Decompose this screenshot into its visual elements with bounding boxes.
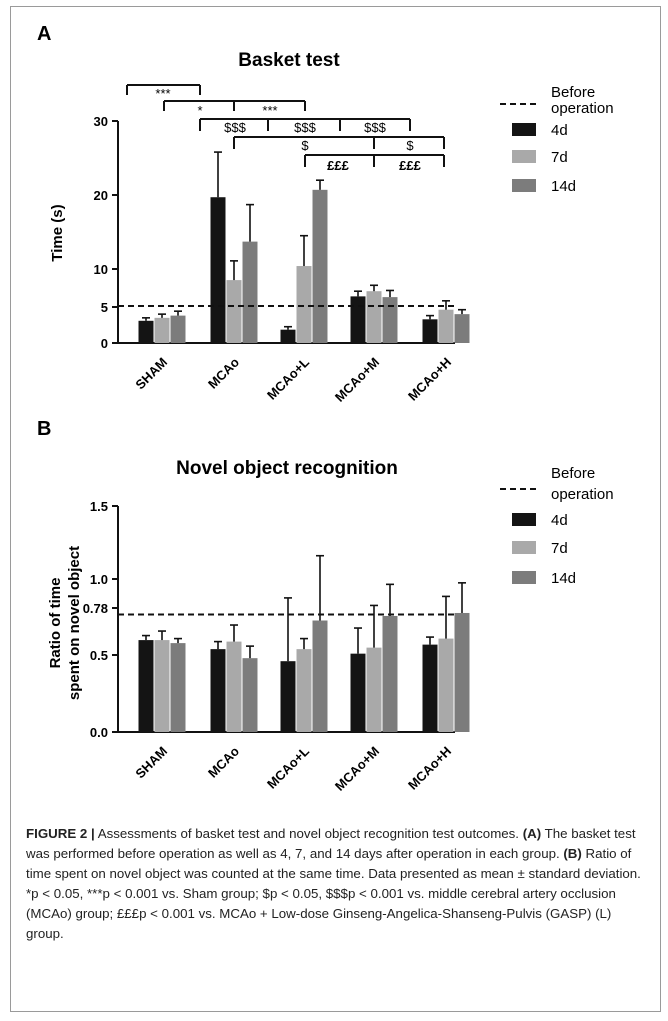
- panel-A-ytick-label: 5: [101, 300, 108, 315]
- bar-A-MCAo+H-14d: [454, 314, 470, 343]
- panel-A-ytick-label: 20: [94, 188, 108, 203]
- caption-text-2: The basket test was performed before ope…: [26, 826, 636, 861]
- panel-B-legend-label-7d: 7d: [551, 540, 568, 557]
- panel-A-title: Basket test: [238, 50, 340, 71]
- panel-A-category-label: MCAo+H: [405, 355, 454, 404]
- bar-B-MCAo+M-4d: [350, 653, 366, 732]
- panel-B-legend-label-4d: 4d: [551, 512, 568, 529]
- caption-a-ref: (A): [522, 826, 542, 841]
- caption-b-ref: (B): [563, 846, 582, 861]
- bar-B-MCAo+L-14d: [312, 620, 328, 732]
- panel-B-ylabel-line: Ratio of time: [47, 578, 64, 669]
- bar-A-MCAo+M-4d: [350, 296, 366, 343]
- bar-A-MCAo+M-14d: [382, 297, 398, 343]
- caption-label: FIGURE 2 |: [26, 826, 95, 841]
- bar-B-MCAo-14d: [242, 658, 258, 732]
- bar-B-MCAo+L-4d: [280, 661, 296, 732]
- bar-B-MCAo+M-14d: [382, 615, 398, 732]
- bar-A-SHAM-7d: [154, 317, 170, 343]
- panel-B-ytick-label: 0.0: [90, 725, 108, 740]
- bar-B-SHAM-7d: [154, 640, 170, 732]
- panel-B-ylabel: Ratio of time spent on novel object: [47, 546, 83, 700]
- panel-A-category-label: MCAo: [205, 354, 242, 391]
- figure-canvas: A Basket test Time (s) 0 5 10 20 30 SHAM MCAo MCAo…: [37, 23, 614, 794]
- panel-A-category-label: MCAo+M: [332, 355, 382, 405]
- panel-A-legend-before-1: Before: [551, 84, 595, 101]
- panel-B-category-label: MCAo+H: [405, 744, 454, 793]
- bar-A-SHAM-4d: [138, 320, 154, 343]
- bar-A-MCAo+M-7d: [366, 291, 382, 343]
- panel-B-ytick-label: 1.0: [90, 572, 108, 587]
- panel-A-category-label: MCAo+L: [264, 354, 312, 402]
- bar-B-MCAo+M-7d: [366, 647, 382, 732]
- bar-A-MCAo+H-4d: [422, 319, 438, 343]
- bar-B-MCAo+H-4d: [422, 644, 438, 732]
- sig-label: $: [406, 138, 414, 153]
- panel-A-legend-label-7d: 7d: [551, 149, 568, 166]
- sig-label: ***: [262, 103, 277, 118]
- panel-A-legend-swatch-14d: [512, 179, 536, 192]
- bar-A-MCAo-4d: [210, 197, 226, 343]
- panel-B-title: Novel object recognition: [176, 458, 398, 479]
- panel-A-category-label: SHAM: [132, 355, 170, 393]
- sig-label: £££: [399, 158, 421, 173]
- panel-B-letter: B: [37, 418, 51, 440]
- bar-A-MCAo-14d: [242, 241, 258, 343]
- bar-A-MCAo+L-4d: [280, 329, 296, 343]
- bar-B-SHAM-14d: [170, 643, 186, 732]
- panel-B-category-label: MCAo+L: [264, 743, 312, 791]
- panel-B-ytick-label: 1.5: [90, 499, 108, 514]
- bar-A-MCAo+H-7d: [438, 309, 454, 343]
- panel-B-ylabel-line: spent on novel object: [66, 546, 83, 700]
- bar-A-SHAM-14d: [170, 315, 186, 343]
- sig-label: ***: [155, 86, 170, 101]
- figure-frame: [10, 6, 661, 1012]
- sig-label: *: [197, 103, 202, 118]
- panel-A-legend-swatch-4d: [512, 123, 536, 136]
- panel-A-legend-label-14d: 14d: [551, 178, 576, 195]
- panel-B-ytick-label: 0.78: [83, 601, 108, 616]
- sig-label: $$$: [224, 120, 246, 135]
- caption-text-3: Ratio of time spent on novel object was …: [26, 846, 641, 941]
- panel-A-ylabel: Time (s): [49, 204, 66, 261]
- bar-B-MCAo+H-14d: [454, 612, 470, 732]
- bar-B-MCAo-7d: [226, 641, 242, 732]
- panel-A-ytick-label: 0: [101, 336, 108, 351]
- bar-B-MCAo-4d: [210, 649, 226, 732]
- sig-label: £££: [327, 158, 349, 173]
- panel-A-ylabel-line: Time (s): [49, 204, 66, 261]
- panel-A-letter: A: [37, 23, 51, 45]
- bar-A-MCAo-7d: [226, 280, 242, 343]
- panel-B-legend-label-14d: 14d: [551, 570, 576, 587]
- sig-label: $: [301, 138, 309, 153]
- panel-A-ytick-label: 10: [94, 262, 108, 277]
- panel-B-legend-swatch-4d: [512, 513, 536, 526]
- panel-B-category-label: MCAo+M: [332, 744, 382, 794]
- panel-B-category-label: MCAo: [205, 743, 242, 780]
- panel-A-legend-swatch-7d: [512, 150, 536, 163]
- figure-caption: FIGURE 2 | Assessments of basket test an…: [26, 824, 642, 944]
- panel-B-legend-swatch-14d: [512, 571, 536, 584]
- panel-A-legend-before-2: operation: [551, 100, 614, 117]
- bar-B-MCAo+L-7d: [296, 649, 312, 732]
- caption-text-1: Assessments of basket test and novel obj…: [94, 826, 523, 841]
- panel-B-ytick-label: 0.5: [90, 648, 108, 663]
- panel-B-legend-before-2: operation: [551, 486, 614, 503]
- sig-label: $$$: [364, 120, 386, 135]
- panel-B-category-label: SHAM: [132, 744, 170, 782]
- bar-A-MCAo+L-14d: [312, 189, 328, 343]
- bar-B-MCAo+H-7d: [438, 638, 454, 732]
- panel-B-legend-swatch-7d: [512, 541, 536, 554]
- panel-B-legend-before-1: Before: [551, 465, 595, 482]
- sig-label: $$$: [294, 120, 316, 135]
- bar-B-SHAM-4d: [138, 640, 154, 732]
- panel-A-legend-label-4d: 4d: [551, 122, 568, 139]
- panel-A-ytick-label: 30: [94, 114, 108, 129]
- bar-A-MCAo+L-7d: [296, 266, 312, 343]
